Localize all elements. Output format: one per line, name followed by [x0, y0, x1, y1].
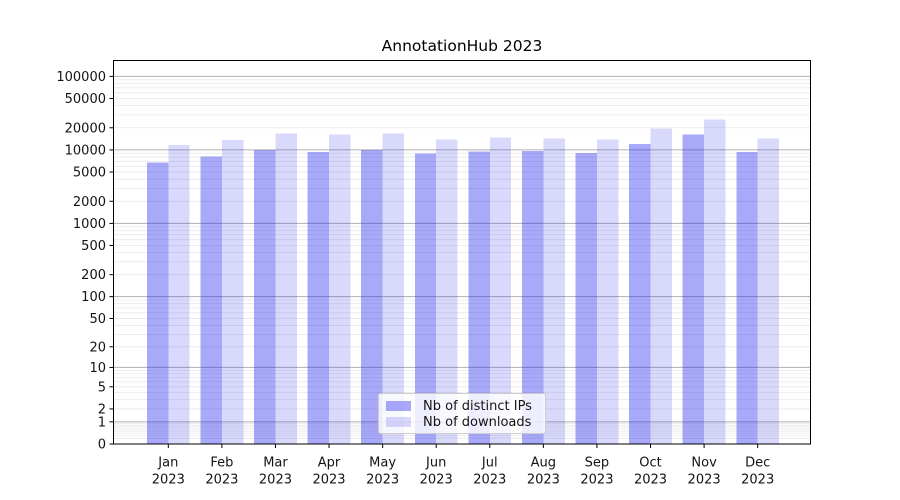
legend-row-distinct-ips: Nb of distinct IPs: [379, 398, 545, 414]
bar-aug-distinct-ips: [521, 151, 544, 444]
y-tick-label: 1000: [73, 217, 106, 232]
distinct-ips-swatch-icon: [386, 401, 411, 411]
y-tick-label: 20000: [65, 121, 106, 136]
bar-may-downloads: [382, 133, 405, 444]
bar-dec-distinct-ips: [736, 152, 758, 444]
bar-jan-downloads: [168, 144, 190, 445]
x-tick-label: Feb 2023: [205, 456, 238, 488]
x-tick-label: Jun 2023: [420, 456, 453, 488]
y-tick-label: 200: [81, 268, 106, 283]
bar-sep-distinct-ips: [575, 152, 597, 444]
bar-apr-distinct-ips: [307, 151, 330, 444]
x-tick-label: May 2023: [366, 456, 399, 488]
x-tick-label: Apr 2023: [312, 456, 345, 488]
y-tick-label: 100: [81, 290, 106, 305]
y-tick-label: 20: [89, 340, 106, 355]
bar-apr-downloads: [329, 134, 351, 445]
x-tick-label: Jan 2023: [152, 456, 185, 488]
bar-jun-distinct-ips: [414, 153, 437, 444]
legend-row-downloads: Nb of downloads: [379, 414, 545, 430]
y-tick-label: 50000: [65, 92, 106, 107]
bar-jun-downloads: [436, 139, 458, 444]
y-tick-label: 500: [81, 239, 106, 254]
bar-jan-distinct-ips: [146, 162, 169, 444]
bar-oct-distinct-ips: [629, 143, 651, 444]
y-tick-label: 5: [98, 380, 106, 395]
y-tick-label: 10000: [65, 143, 106, 158]
legend-label-distinct-ips: Nb of distinct IPs: [423, 398, 532, 414]
bar-dec-downloads: [757, 138, 780, 445]
x-tick-label: Sep 2023: [580, 456, 613, 488]
legend-label-downloads: Nb of downloads: [423, 414, 532, 430]
bar-feb-distinct-ips: [200, 156, 222, 445]
y-tick-label: 1: [98, 415, 106, 430]
bar-jul-downloads: [489, 137, 512, 445]
bar-feb-downloads: [221, 139, 244, 444]
y-tick-label: 100000: [56, 70, 106, 85]
x-tick-label: Mar 2023: [259, 456, 292, 488]
x-tick-label: Jul 2023: [473, 456, 506, 488]
y-tick-label: 2: [98, 402, 106, 417]
bar-nov-distinct-ips: [682, 134, 705, 445]
bar-may-distinct-ips: [361, 149, 383, 444]
y-tick-label: 10: [89, 361, 106, 376]
bar-nov-downloads: [704, 119, 726, 444]
plot-border: [113, 60, 811, 445]
y-tick-label: 50: [89, 312, 106, 327]
y-tick-label: 2000: [73, 195, 106, 210]
x-tick-label: Aug 2023: [527, 456, 560, 488]
bar-mar-downloads: [275, 133, 297, 444]
x-tick-label: Dec 2023: [741, 456, 774, 488]
x-tick-label: Nov 2023: [688, 456, 721, 488]
bar-jul-distinct-ips: [468, 151, 490, 445]
bar-aug-downloads: [543, 138, 565, 444]
x-tick-label: Oct 2023: [634, 456, 667, 488]
bar-oct-downloads: [650, 128, 672, 444]
chart-legend: Nb of distinct IPs Nb of downloads: [378, 393, 546, 434]
y-tick-label: 5000: [73, 166, 106, 181]
downloads-swatch-icon: [386, 417, 411, 427]
bar-sep-downloads: [596, 139, 619, 444]
chart-title: AnnotationHub 2023: [381, 37, 543, 55]
bar-mar-distinct-ips: [254, 149, 276, 444]
y-tick-label: 0: [98, 438, 106, 453]
